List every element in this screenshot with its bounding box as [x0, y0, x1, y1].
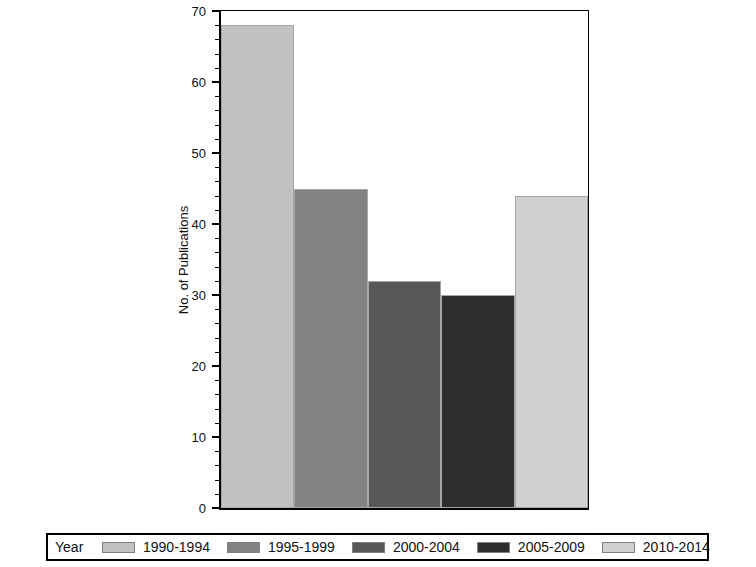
legend-label: 2005-2009: [518, 539, 585, 555]
legend-swatch: [352, 542, 385, 553]
legend-item-1995-1999: 1995-1999: [227, 539, 335, 555]
y-tick-label: 10: [192, 431, 206, 444]
y-tick-major: [212, 507, 219, 509]
y-tick-major: [212, 10, 219, 12]
legend-item-2010-2014: 2010-2014: [602, 539, 710, 555]
y-tick-label: 40: [192, 218, 206, 231]
bar-1995-1999: [294, 189, 367, 509]
y-tick-label: 20: [192, 360, 206, 373]
y-tick-major: [212, 365, 219, 367]
legend-label: 2010-2014: [643, 539, 710, 555]
bar-2005-2009: [441, 295, 514, 508]
bars-container: [221, 11, 588, 508]
y-tick-major: [212, 223, 219, 225]
y-tick-major: [212, 436, 219, 438]
legend-item-1990-1994: 1990-1994: [102, 539, 210, 555]
y-tick-major: [212, 81, 219, 83]
y-tick-label: 30: [192, 289, 206, 302]
bar-chart: No. of Publications 010203040506070 Year…: [0, 0, 756, 567]
legend-swatch: [227, 542, 260, 553]
legend-swatch: [602, 542, 635, 553]
y-tick-label: 50: [192, 147, 206, 160]
y-tick-major: [212, 294, 219, 296]
y-tick-label: 70: [192, 5, 206, 18]
bar-2010-2014: [515, 196, 588, 508]
legend: Year 1990-1994 1995-1999 2000-2004 2005-200…: [46, 533, 709, 561]
plot-area: [219, 10, 589, 510]
legend-swatch: [477, 542, 510, 553]
legend-swatch: [102, 542, 135, 553]
legend-item-2005-2009: 2005-2009: [477, 539, 585, 555]
y-tick-label: 60: [192, 76, 206, 89]
legend-label: 1995-1999: [268, 539, 335, 555]
y-axis: 010203040506070: [0, 11, 219, 508]
legend-label: 2000-2004: [393, 539, 460, 555]
bar-2000-2004: [368, 281, 441, 508]
y-tick-major: [212, 152, 219, 154]
legend-title: Year: [55, 539, 102, 555]
bar-1990-1994: [221, 25, 294, 508]
legend-item-2000-2004: 2000-2004: [352, 539, 460, 555]
y-tick-label: 0: [199, 502, 206, 515]
legend-label: 1990-1994: [143, 539, 210, 555]
